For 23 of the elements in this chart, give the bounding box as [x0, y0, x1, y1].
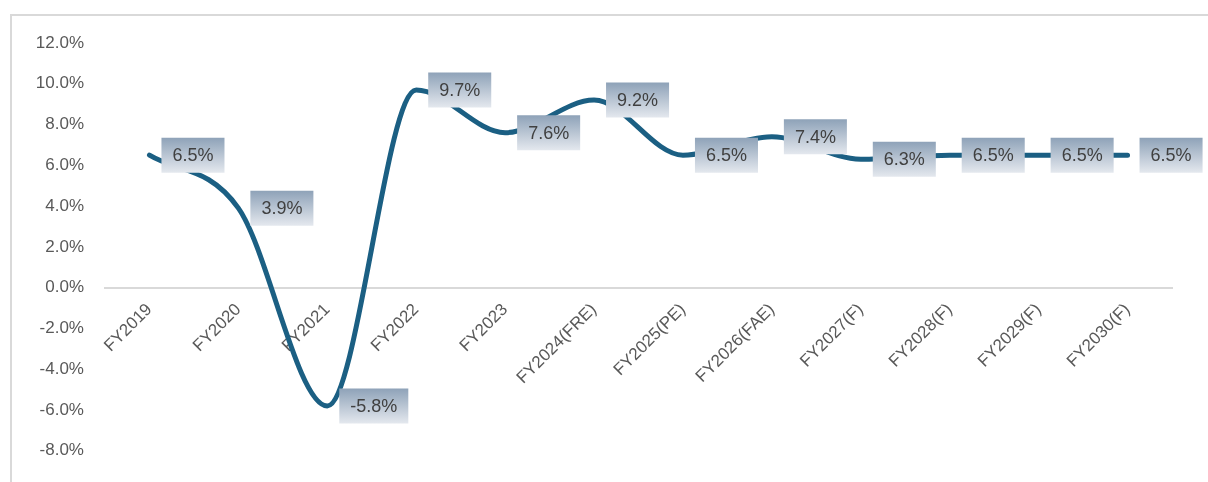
data-label: 6.5%	[172, 145, 214, 166]
y-tick-label: 10.0%	[35, 73, 84, 93]
y-tick-label: 0.0%	[45, 277, 84, 297]
data-label: 9.7%	[439, 79, 481, 100]
y-tick-label: -4.0%	[39, 358, 84, 378]
y-tick-label: -2.0%	[39, 318, 84, 338]
data-label: 6.5%	[1061, 145, 1103, 166]
data-label: 7.6%	[528, 122, 570, 143]
data-label: 6.5%	[972, 145, 1014, 166]
y-tick-label: 8.0%	[45, 114, 84, 134]
data-label: 3.9%	[261, 198, 303, 219]
data-label: 7.4%	[794, 126, 836, 147]
data-label: 6.5%	[705, 145, 747, 166]
data-label: 6.5%	[1150, 145, 1192, 166]
y-tick-label: 4.0%	[45, 195, 84, 215]
y-tick-label: 6.0%	[45, 155, 84, 175]
data-label: -5.8%	[350, 395, 398, 416]
data-label: 9.2%	[617, 90, 659, 111]
y-tick-label: -6.0%	[39, 399, 84, 419]
data-label: 6.3%	[883, 149, 925, 170]
y-tick-label: 12.0%	[35, 32, 84, 52]
y-tick-label: -8.0%	[39, 440, 84, 460]
y-tick-label: 2.0%	[45, 236, 84, 256]
